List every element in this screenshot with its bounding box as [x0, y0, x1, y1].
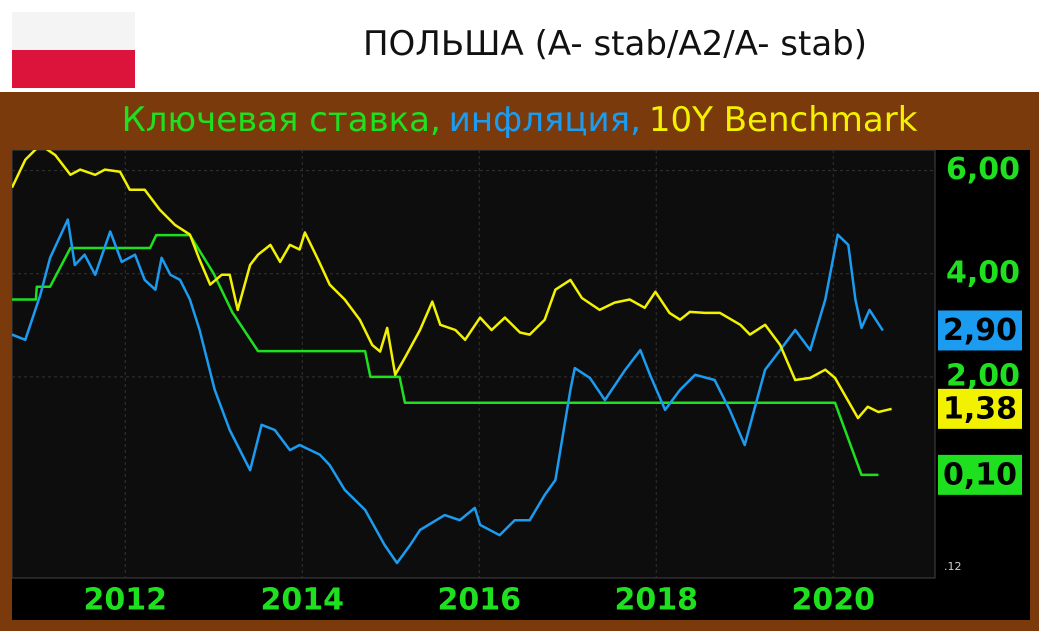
plot-area — [11, 149, 936, 579]
x-tick-label: 2020 — [791, 583, 875, 618]
lines — [12, 150, 892, 565]
x-tick-label: 2014 — [261, 583, 345, 618]
last-value-box — [938, 310, 1022, 351]
subtitle: Ключевая ставка, инфляция, 10Y Benchmark — [0, 100, 1039, 140]
last-value-label: 1,38 — [943, 391, 1017, 426]
last-value-box — [938, 454, 1022, 495]
series-line — [12, 150, 892, 420]
title: ПОЛЬША (A- stab/A2/A- stab) — [362, 24, 868, 64]
x-tick-label: 2012 — [84, 583, 168, 618]
last-value-box — [938, 388, 1022, 429]
y-tick-label: 4,00 — [946, 255, 1020, 290]
subtitle-part: 10Y Benchmark — [648, 100, 918, 140]
subtitle-part: инфляция, — [448, 100, 641, 140]
y-tick-label: 6,00 — [946, 152, 1020, 187]
series-line — [12, 218, 884, 565]
x-tick-label: 2018 — [614, 583, 698, 618]
y-tick-label: 2,00 — [946, 358, 1020, 393]
series-line — [12, 233, 879, 477]
flag — [12, 12, 135, 88]
x-tick-label: 2016 — [438, 583, 522, 618]
subtitle-part: Ключевая ставка, — [121, 100, 441, 140]
last-value-label: 2,90 — [943, 313, 1017, 348]
corner-label: .12 — [944, 560, 962, 573]
last-value-label: 0,10 — [943, 457, 1017, 492]
